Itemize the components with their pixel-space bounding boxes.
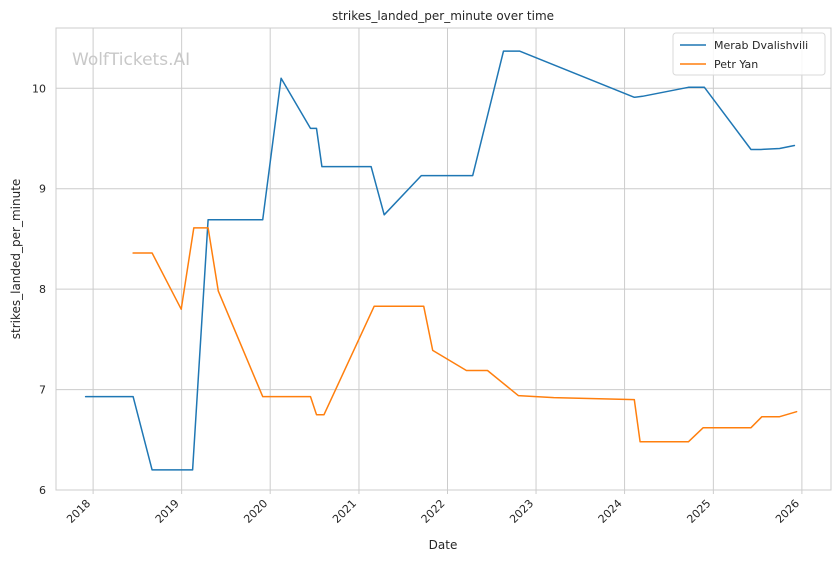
- y-tick-label: 7: [39, 384, 46, 397]
- x-tick-label: 2021: [330, 497, 359, 526]
- y-tick-label: 8: [39, 283, 46, 296]
- x-tick-label: 2018: [64, 497, 93, 526]
- series-layer: [84, 50, 798, 471]
- legend-label-merab: Merab Dvalishvili: [714, 39, 808, 52]
- plot-frame: [55, 27, 832, 491]
- y-tick-labels: 6 7 8 9 10: [32, 82, 46, 497]
- y-tick-label: 10: [32, 82, 46, 95]
- y-tick-label: 6: [39, 484, 46, 497]
- x-tick-label: 2026: [773, 497, 802, 526]
- y-axis-label: strikes_landed_per_minute: [9, 179, 23, 340]
- series-line-merab-dvalishvili: [84, 50, 796, 471]
- plot-background: [56, 28, 831, 490]
- x-tick-labels: 2018 2019 2020 2021 2022 2023 2024 2025 2026: [64, 490, 803, 526]
- x-tick-label: 2020: [241, 497, 270, 526]
- chart-title: strikes_landed_per_minute over time: [332, 9, 554, 23]
- x-tick-label: 2025: [684, 497, 713, 526]
- x-axis-label: Date: [429, 538, 458, 552]
- y-tick-label: 9: [39, 183, 46, 196]
- series-line-petr-yan: [132, 227, 798, 443]
- x-tick-label: 2019: [153, 497, 182, 526]
- x-tick-label: 2024: [596, 497, 625, 526]
- x-tick-label: 2023: [507, 497, 536, 526]
- legend: Merab Dvalishvili Petr Yan: [672, 32, 826, 76]
- legend-label-petr: Petr Yan: [714, 58, 758, 71]
- watermark-text: WolfTickets.AI: [72, 50, 190, 70]
- x-tick-label: 2022: [419, 497, 448, 526]
- legend-box: [672, 32, 826, 76]
